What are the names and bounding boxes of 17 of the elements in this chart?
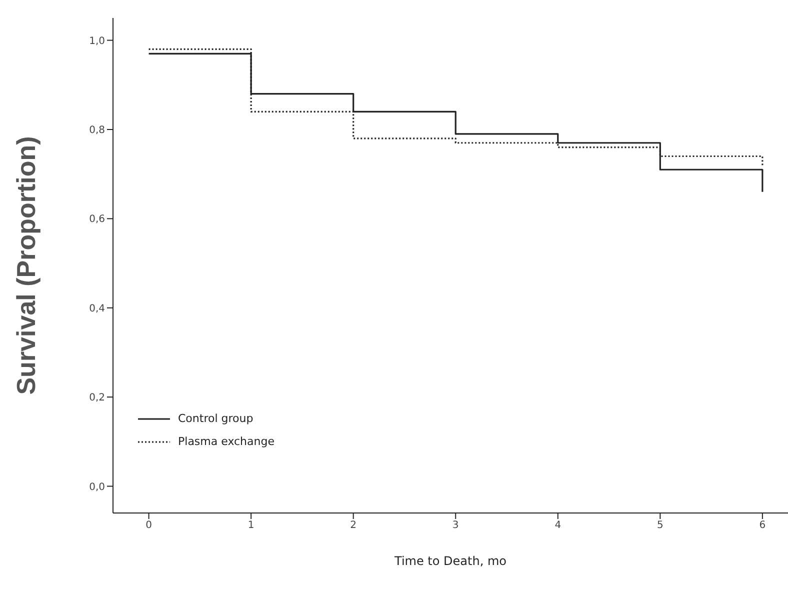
legend-label: Control group xyxy=(178,412,254,425)
x-tick-label: 3 xyxy=(452,520,459,532)
x-tick-label: 5 xyxy=(656,520,664,532)
y-tick-label: 0,0 xyxy=(89,482,105,493)
y-axis-title: Survival (Proportion) xyxy=(11,136,42,395)
x-tick-label: 4 xyxy=(554,520,562,532)
x-tick-label: 6 xyxy=(759,520,766,532)
legend-label: Plasma exchange xyxy=(178,435,274,448)
x-tick-label: 2 xyxy=(350,520,357,532)
x-tick-label: 1 xyxy=(248,520,254,532)
y-tick-label: 0,6 xyxy=(89,214,105,226)
y-tick-label: 0,2 xyxy=(89,392,105,404)
y-tick-label: 1,0 xyxy=(89,36,105,47)
x-axis-title: Time to Death, mo xyxy=(394,554,506,568)
x-tick-label: 0 xyxy=(146,520,152,532)
y-tick-label: 0,8 xyxy=(89,125,105,136)
y-tick-label: 0,4 xyxy=(89,303,105,314)
